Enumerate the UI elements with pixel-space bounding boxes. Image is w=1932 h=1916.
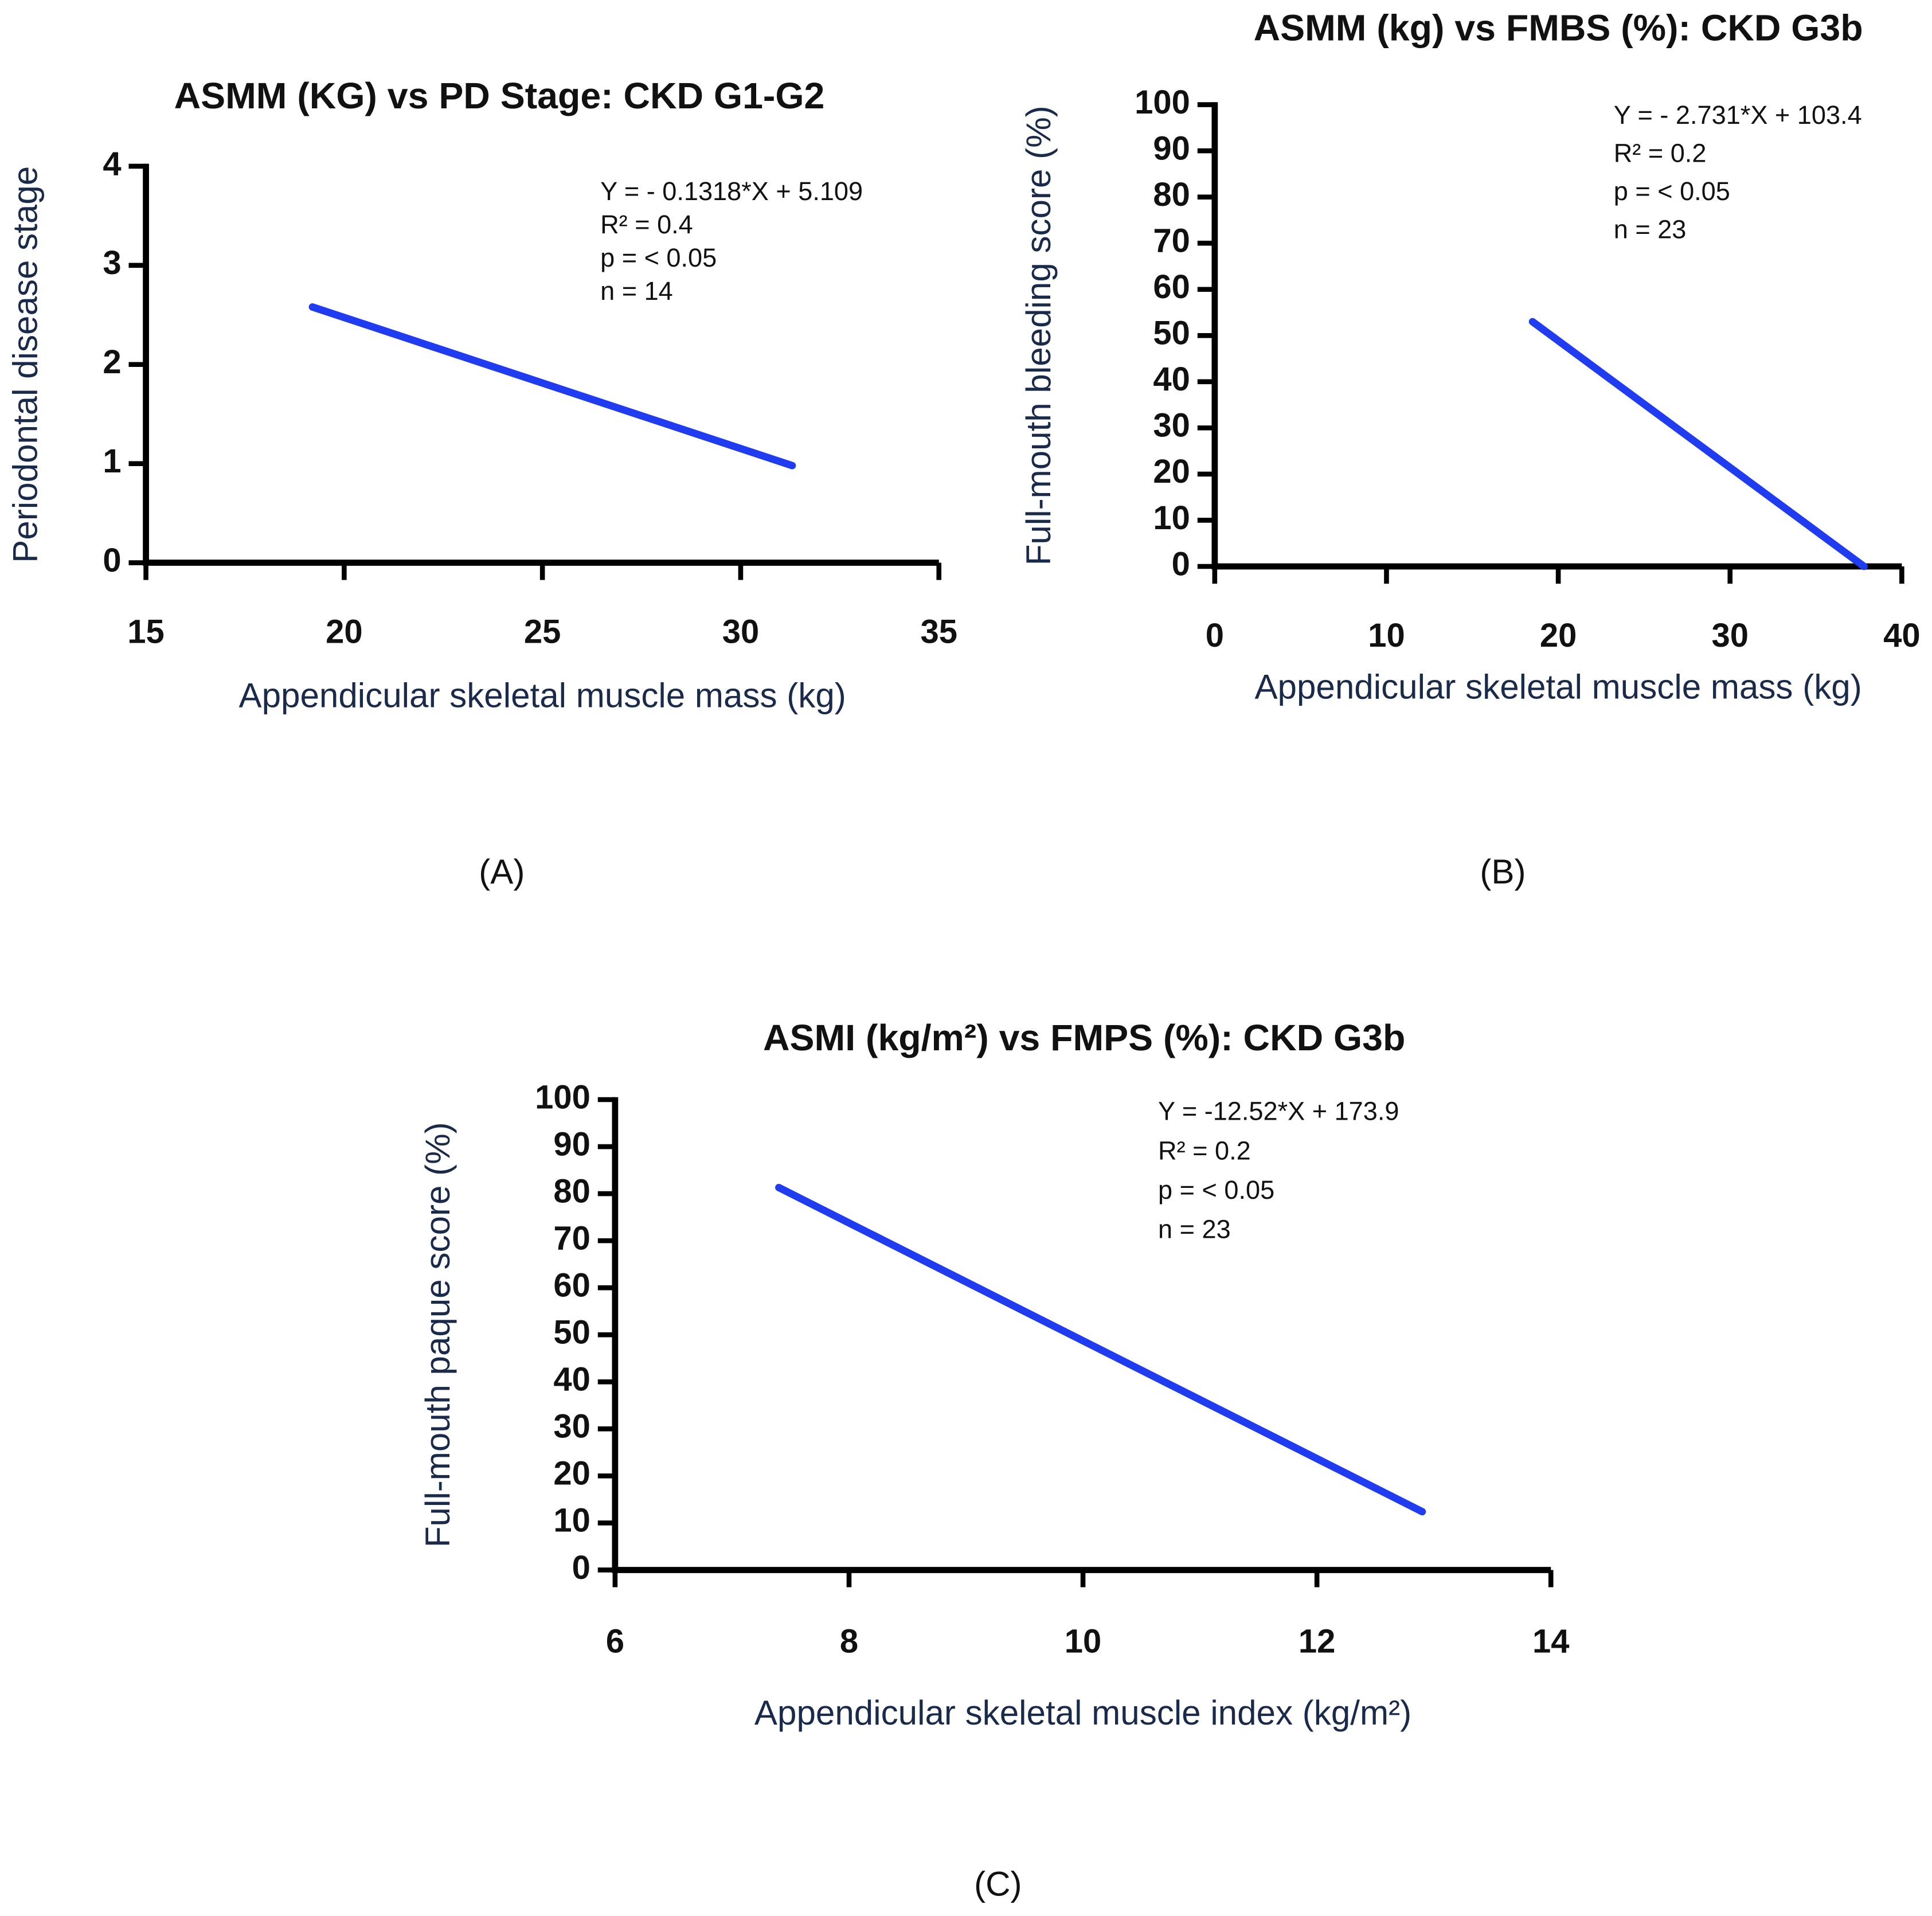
y-tick-label: 40: [553, 1362, 590, 1398]
y-tick-label: 70: [1153, 223, 1190, 260]
x-tick-label: 35: [920, 613, 957, 650]
y-tick-label: 50: [1153, 315, 1190, 352]
annotation: n = 14: [600, 276, 673, 306]
y-tick-label: 0: [103, 542, 121, 579]
axes: [1211, 102, 1902, 570]
y-tick-label: 80: [1153, 177, 1190, 213]
y-tick-label: 30: [1153, 408, 1190, 444]
panel-label: (C): [974, 1864, 1022, 1903]
x-tick-label: 6: [606, 1624, 624, 1660]
x-tick-label: 30: [722, 613, 760, 650]
y-axis-label: Full-mouth paque score (%): [419, 1122, 457, 1547]
y-tick-label: 30: [553, 1409, 590, 1445]
axes: [612, 1097, 1551, 1573]
annotation: p = < 0.05: [1614, 177, 1730, 206]
regression-line: [1528, 318, 1868, 570]
y-tick-label: 90: [553, 1126, 590, 1163]
y-tick-label: 80: [553, 1173, 590, 1210]
y-axis-label: Full-mouth bleeding score (%): [1019, 105, 1058, 565]
annotation: R² = 0.2: [1158, 1136, 1251, 1165]
x-tick-label: 15: [127, 613, 165, 650]
annotation: Y = - 2.731*X + 103.4: [1614, 100, 1862, 130]
y-tick-label: 40: [1153, 361, 1190, 398]
x-axis-label: Appendicular skeletal muscle mass (kg): [239, 677, 846, 715]
y-tick-label: 4: [103, 146, 121, 182]
x-tick-label: 8: [840, 1624, 858, 1660]
x-tick-label: 25: [524, 613, 561, 650]
y-tick-label: 60: [1153, 269, 1190, 306]
y-tick-label: 3: [103, 245, 121, 281]
annotation: Y = -12.52*X + 173.9: [1158, 1097, 1399, 1126]
regression-line: [308, 303, 796, 470]
y-tick-label: 0: [572, 1550, 590, 1586]
x-axis-label: Appendicular skeletal muscle mass (kg): [1254, 668, 1861, 706]
y-tick-label: 100: [535, 1079, 590, 1116]
x-tick-label: 30: [1711, 617, 1749, 654]
annotation: n = 23: [1158, 1215, 1231, 1244]
annotation: R² = 0.2: [1614, 139, 1707, 168]
y-tick-label: 100: [1135, 84, 1190, 121]
chart-title: ASMM (kg) vs FMBS (%): CKD G3b: [1254, 7, 1863, 49]
y-tick-label: 90: [1153, 130, 1190, 167]
y-tick-label: 20: [553, 1456, 590, 1492]
y-tick-label: 70: [553, 1220, 590, 1257]
annotation: Y = - 0.1318*X + 5.109: [600, 177, 863, 206]
y-tick-label: 20: [1153, 453, 1190, 490]
x-tick-label: 10: [1368, 617, 1405, 654]
annotation: p = < 0.05: [1158, 1175, 1274, 1205]
annotation: n = 23: [1614, 215, 1687, 244]
x-tick-label: 40: [1883, 617, 1921, 654]
panel-label: (A): [479, 853, 525, 891]
x-tick-label: 0: [1206, 617, 1224, 654]
x-tick-label: 14: [1532, 1624, 1570, 1660]
y-tick-label: 10: [553, 1503, 590, 1539]
y-axis-label: Periodontal disease stage: [6, 166, 44, 563]
panel-label: (B): [1480, 853, 1526, 891]
annotation: p = < 0.05: [600, 243, 717, 272]
y-tick-label: 60: [553, 1267, 590, 1304]
chart-title: ASMM (KG) vs PD Stage: CKD G1-G2: [174, 75, 825, 116]
axes: [143, 163, 939, 566]
x-axis-label: Appendicular skeletal muscle index (kg/m…: [754, 1694, 1411, 1732]
chart-title: ASMI (kg/m²) vs FMPS (%): CKD G3b: [763, 1017, 1405, 1058]
x-tick-label: 12: [1299, 1624, 1336, 1660]
regression-line: [775, 1183, 1426, 1516]
x-tick-label: 10: [1065, 1624, 1101, 1660]
y-tick-label: 2: [103, 344, 121, 381]
y-tick-label: 0: [1172, 546, 1190, 582]
x-tick-label: 20: [326, 613, 363, 650]
x-tick-label: 20: [1540, 617, 1577, 654]
y-tick-label: 1: [103, 443, 121, 480]
annotation: R² = 0.4: [600, 210, 693, 239]
y-tick-label: 10: [1153, 500, 1190, 537]
y-tick-label: 50: [553, 1315, 590, 1351]
